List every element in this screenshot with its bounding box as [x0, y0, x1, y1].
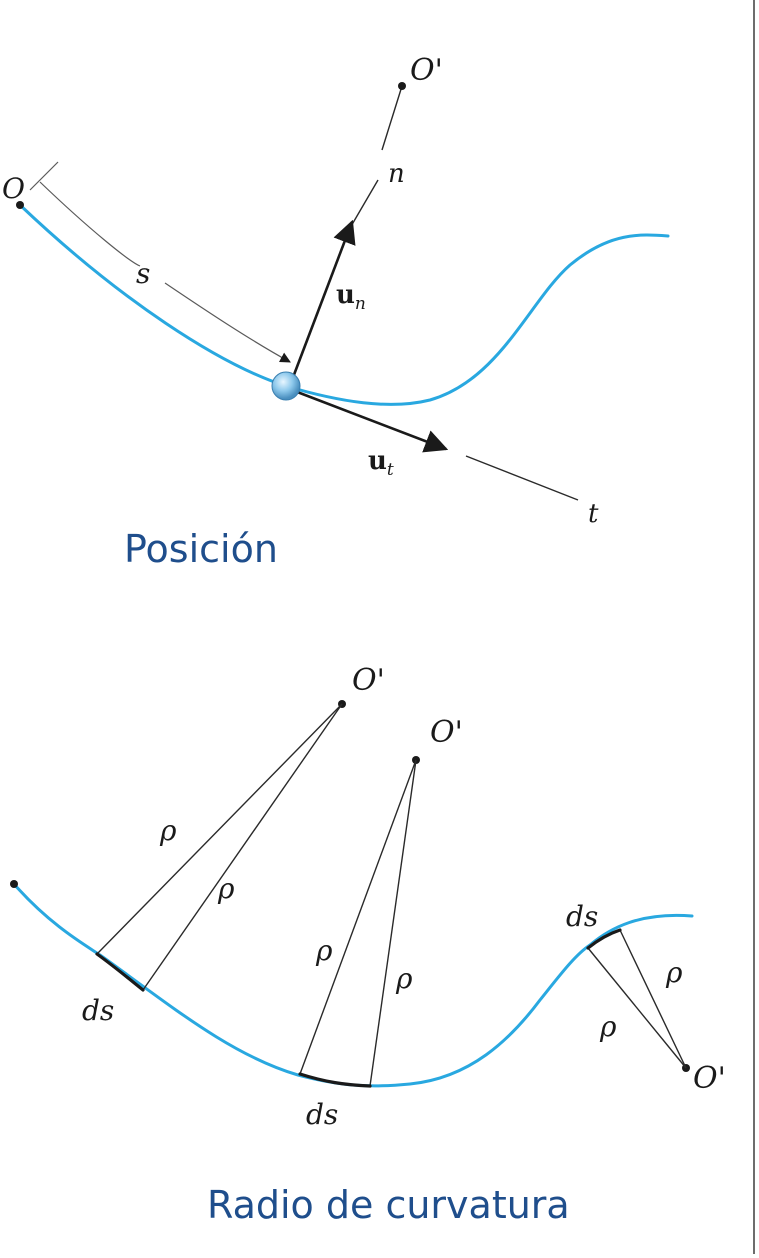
center-label-1: O': [352, 663, 385, 698]
radius-line-1b: [142, 703, 343, 991]
radius-label-3a: ρ: [665, 956, 683, 989]
radius-line-3a: [587, 947, 687, 1069]
radius-label-1a: ρ: [159, 814, 177, 847]
center-point-top: [398, 82, 406, 90]
curvature-caption: Radio de curvatura: [207, 1183, 570, 1227]
center-label-top: O': [410, 53, 443, 88]
tangent-unit-vector-arrow: [291, 388, 449, 453]
position-caption: Posición: [124, 527, 278, 571]
curvature-start-point: [10, 880, 18, 888]
radius-line-1a: [96, 703, 343, 955]
normal-unit-vector-label: un: [336, 280, 366, 314]
normal-axis-line-upper: [381, 85, 403, 151]
center-label-3: O': [693, 1061, 726, 1096]
path-curve: [18, 203, 670, 406]
particle: [271, 371, 301, 401]
tangent-unit-vector-base: u: [368, 446, 387, 476]
arc-length-dimension: [39, 181, 290, 362]
arc-length-tick: [29, 161, 59, 191]
normal-axis-label: n: [388, 159, 405, 189]
center-label-2: O': [430, 715, 463, 750]
radius-label-3b: ρ: [599, 1010, 617, 1043]
right-border: [753, 0, 755, 1254]
radius-label-1b: ρ: [217, 872, 235, 905]
curvature-diagram: O' ρ ρ ds O' ρ ρ ds O' ρ ρ ds Radio de c…: [10, 663, 726, 1227]
normal-unit-vector-subscript: n: [355, 294, 366, 314]
tangent-unit-vector-subscript: t: [387, 460, 394, 480]
origin-point: [16, 201, 24, 209]
tangent-axis-line: [465, 455, 579, 501]
tangent-axis-label: t: [588, 499, 599, 529]
radius-line-2a: [299, 759, 417, 1075]
radius-line-3b: [619, 929, 687, 1069]
radius-label-2a: ρ: [315, 934, 333, 967]
arc-element-1: [95, 952, 145, 992]
normal-unit-vector-base: u: [336, 280, 355, 310]
radius-line-2b: [369, 759, 417, 1087]
position-diagram: O s O' n un ut t Posición: [2, 53, 670, 571]
arc-element-label-2: ds: [306, 1098, 338, 1131]
origin-label: O: [2, 172, 25, 205]
arc-length-label: s: [136, 257, 150, 290]
arc-element-3: [586, 928, 622, 950]
arc-element-label-3: ds: [566, 900, 598, 933]
tangent-unit-vector-label: ut: [368, 446, 394, 480]
arc-element-2: [298, 1072, 372, 1088]
arc-element-label-1: ds: [82, 994, 114, 1027]
radius-label-2b: ρ: [395, 962, 413, 995]
normal-axis-line-lower: [349, 179, 379, 229]
normal-unit-vector-arrow: [290, 219, 356, 381]
